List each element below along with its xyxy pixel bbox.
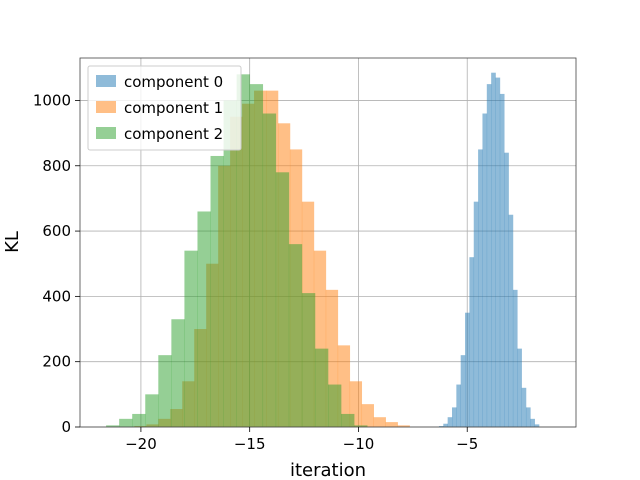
bar-series-0: [452, 407, 457, 427]
axis-ticks: −20 −15 −10 −5 0 200 400 600 800 1000: [33, 91, 478, 453]
bar-series-2: [197, 211, 211, 427]
legend-frame: [87, 65, 242, 151]
bar-series-0: [456, 384, 462, 427]
bar-series-1: [361, 404, 374, 427]
bar-series-2: [171, 319, 185, 427]
y-tick-label: 400: [42, 287, 71, 305]
plot-frame: [79, 57, 577, 428]
bar-series-0: [438, 426, 444, 427]
bar-series-2: [249, 84, 264, 427]
bar-series-0: [530, 418, 535, 427]
x-axis-label: iteration: [290, 460, 366, 480]
bar-series-2: [314, 348, 329, 427]
bar-series-2: [328, 384, 342, 427]
bar-series-2: [301, 293, 316, 427]
y-tick-label: 0: [61, 418, 71, 436]
legend-label: component 1: [124, 99, 223, 117]
y-tick-label: 600: [42, 222, 71, 240]
bar-series-0: [465, 312, 470, 427]
legend-swatch: [96, 101, 116, 113]
bar-series-2: [223, 100, 237, 427]
bar-series-2: [341, 413, 355, 427]
bar-series-0: [521, 387, 527, 427]
bar-series-2: [184, 250, 198, 427]
bar-series-1: [385, 422, 398, 427]
bar-series-0: [443, 423, 448, 427]
x-tick-label: −15: [234, 435, 266, 453]
legend-label: component 2: [124, 125, 223, 143]
legend: component 0 component 1 component 2: [87, 65, 242, 151]
bar-series-2: [262, 113, 277, 427]
y-axis-label: KL: [2, 231, 23, 253]
bar-series-2: [236, 74, 250, 428]
bar-series-2: [275, 172, 290, 427]
bar-series-0: [504, 152, 509, 428]
bar-series-0: [517, 348, 522, 427]
bar-series-0: [491, 72, 496, 427]
bar-series-0: [460, 355, 466, 427]
bar-series-2: [145, 394, 159, 427]
histogram-bars: [106, 72, 540, 428]
bar-series-0: [469, 257, 475, 427]
legend-swatch: [96, 127, 116, 139]
bar-series-2: [210, 155, 224, 427]
y-tick-label: 1000: [33, 91, 71, 109]
bar-series-0: [508, 214, 514, 427]
bar-series-0: [486, 84, 492, 427]
bar-series-0: [482, 113, 488, 427]
bar-series-2: [106, 425, 120, 427]
bar-series-0: [495, 77, 501, 427]
bar-series-0: [478, 149, 483, 427]
x-tick-label: −5: [456, 435, 478, 453]
y-tick-label: 800: [42, 157, 71, 175]
bar-series-1: [397, 425, 410, 427]
x-tick-label: −20: [125, 435, 157, 453]
bar-series-2: [288, 244, 303, 427]
bar-series-0: [473, 201, 479, 427]
bar-series-2: [132, 413, 146, 427]
legend-swatch: [96, 75, 116, 87]
bar-series-0: [447, 417, 453, 427]
bar-series-2: [158, 355, 172, 427]
bar-series-2: [354, 425, 368, 427]
bar-series-0: [499, 93, 505, 428]
y-tick-label: 200: [42, 353, 71, 371]
bar-series-0: [525, 407, 531, 427]
bar-series-2: [119, 418, 133, 427]
bar-series-1: [373, 417, 386, 427]
x-tick-label: −10: [343, 435, 375, 453]
bar-series-0: [512, 289, 518, 427]
legend-label: component 0: [124, 73, 223, 91]
bar-series-0: [534, 424, 540, 427]
